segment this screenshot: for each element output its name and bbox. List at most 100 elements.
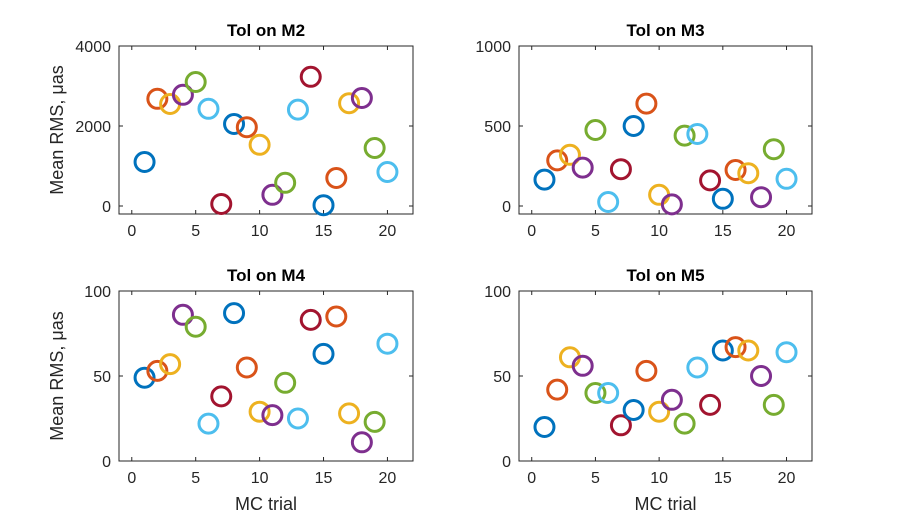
x-tick-label: 15 — [315, 470, 333, 487]
data-point — [699, 169, 722, 192]
data-point — [584, 119, 607, 141]
x-tick-label: 5 — [591, 223, 600, 240]
data-point — [325, 167, 348, 189]
panel-tol-on-m5: Tol on M5 0 5 10 15 20 0 50 100 MC trial — [484, 266, 813, 514]
data-point — [171, 83, 194, 106]
y-tick-label: 0 — [102, 454, 111, 471]
data-point — [376, 332, 399, 355]
y-tick-label: 0 — [502, 199, 511, 216]
panel-tol-on-m3: Tol on M3 0 5 10 15 20 0 500 1000 — [475, 21, 813, 240]
data-point — [146, 87, 169, 110]
data-point — [762, 138, 785, 161]
data-point — [660, 193, 683, 216]
data-point — [312, 342, 335, 365]
data-point — [146, 359, 169, 382]
data-point — [546, 378, 569, 401]
data-point — [363, 410, 386, 433]
data-point — [673, 124, 696, 147]
data-point — [350, 431, 373, 454]
x-tick-label: 10 — [251, 470, 269, 487]
data-point — [223, 113, 246, 135]
data-point — [711, 187, 734, 210]
data-point — [635, 359, 658, 382]
data-point — [609, 414, 632, 437]
data-point — [299, 308, 322, 331]
axes-box — [518, 45, 813, 215]
data-point — [274, 171, 297, 194]
chart-title: Tol on M5 — [626, 266, 704, 285]
data-point — [571, 354, 594, 377]
data-point — [660, 388, 683, 411]
data-point — [286, 98, 309, 121]
chart-title: Tol on M4 — [227, 266, 306, 285]
data-point — [711, 339, 734, 362]
data-point — [724, 159, 747, 181]
data-point — [210, 193, 233, 215]
data-point — [750, 186, 773, 209]
data-point — [686, 123, 709, 145]
data-point — [261, 404, 284, 427]
axes-box — [118, 45, 414, 215]
data-point — [338, 402, 361, 425]
y-tick-label: 0 — [502, 454, 511, 471]
data-point — [584, 382, 607, 404]
data-point — [686, 356, 709, 379]
axes-box — [518, 290, 813, 462]
data-point — [775, 341, 798, 364]
data-point — [286, 407, 309, 430]
x-axis-label: MC trial — [235, 494, 297, 514]
data-point — [762, 393, 785, 416]
x-tick-label: 20 — [379, 223, 397, 240]
data-point — [312, 194, 335, 217]
data-point — [558, 143, 581, 166]
x-tick-label: 5 — [591, 470, 600, 487]
data-point — [571, 156, 594, 179]
data-point — [376, 161, 399, 183]
y-tick-label: 2000 — [75, 119, 111, 136]
x-tick-label: 15 — [714, 470, 732, 487]
y-axis-label: Mean RMS, μas — [47, 65, 67, 194]
data-point — [274, 371, 297, 394]
y-tick-label: 4000 — [75, 39, 111, 56]
data-point — [597, 191, 620, 213]
y-tick-label: 100 — [84, 284, 111, 301]
x-tick-label: 20 — [778, 223, 796, 240]
data-point — [325, 305, 348, 328]
chart-title: Tol on M2 — [227, 21, 305, 40]
data-point — [699, 393, 722, 416]
panel-tol-on-m4: Tol on M4 0 5 10 15 20 0 50 100 Mean RMS, μas MC t… — [47, 266, 414, 514]
data-point — [184, 71, 207, 93]
data-point — [235, 356, 258, 379]
data-point — [609, 158, 632, 181]
data-point — [223, 302, 246, 325]
data-point — [775, 167, 798, 190]
data-point — [261, 183, 284, 206]
data-point — [363, 137, 386, 159]
x-tick-label: 0 — [527, 223, 536, 240]
data-point — [210, 385, 233, 408]
data-point — [133, 366, 156, 389]
data-point — [724, 336, 747, 359]
data-point — [235, 116, 258, 139]
data-point — [737, 162, 760, 185]
x-tick-label: 0 — [527, 470, 536, 487]
data-point — [648, 400, 671, 423]
data-point — [184, 315, 207, 338]
data-point — [197, 97, 220, 120]
y-tick-label: 50 — [493, 369, 511, 386]
data-point — [248, 133, 271, 156]
y-tick-label: 0 — [102, 199, 111, 216]
x-axis-label: MC trial — [635, 494, 697, 514]
data-point — [546, 149, 569, 172]
panel-tol-on-m2: Tol on M2 0 5 10 15 20 0 2000 4000 Mean RMS, μas — [47, 21, 414, 240]
x-tick-label: 10 — [650, 223, 668, 240]
x-tick-label: 15 — [315, 223, 333, 240]
x-tick-label: 20 — [778, 470, 796, 487]
x-tick-label: 10 — [650, 470, 668, 487]
data-point — [248, 400, 271, 423]
data-point — [350, 87, 373, 109]
data-point — [673, 412, 696, 435]
data-point — [622, 399, 645, 421]
y-tick-label: 100 — [484, 284, 511, 301]
